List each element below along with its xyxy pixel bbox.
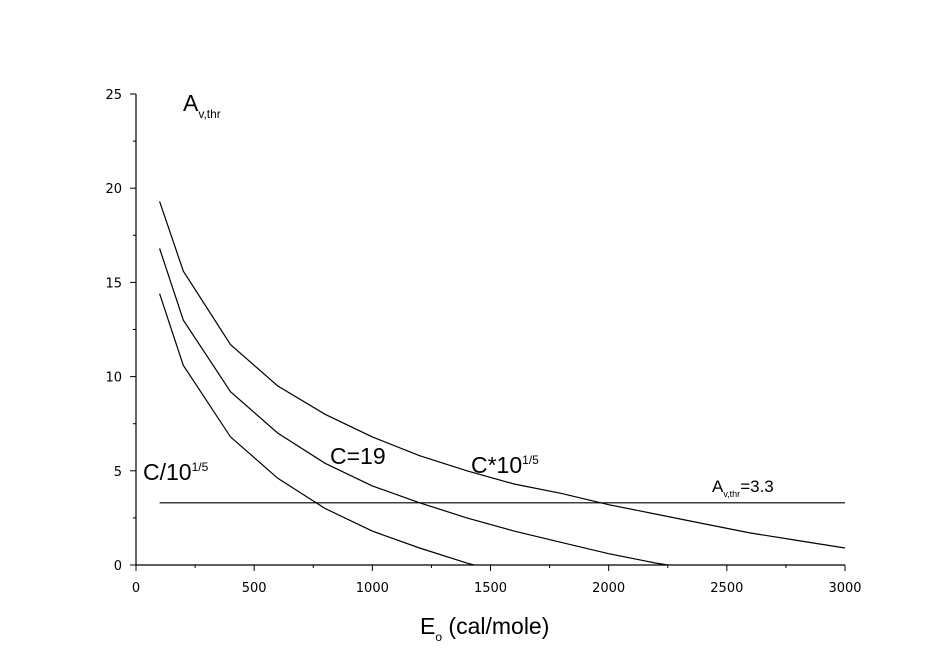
series-group [159,201,846,566]
x-tick-label: 0 [132,581,140,596]
y-tick-label: 5 [114,465,122,480]
series-line-c-mul [159,201,846,549]
ticks: 0 500 1000 1500 2000 2500 3000 0 5 10 15 20 25 [105,88,861,596]
x-tick-label: 1000 [356,581,389,596]
x-tick-label: 2000 [592,581,625,596]
reference-line-label-main: A [712,477,724,496]
series-label-c-mul-sup: 1/5 [522,453,539,467]
y-axis-label-main: A [183,90,199,116]
x-axis-label: Eo (cal/mole) [420,613,549,644]
series-label-c-div-sup: 1/5 [192,460,209,474]
series-label-c19-main: C=19 [330,443,386,469]
reference-line-label-sub: v,thr [723,489,740,499]
series-label-c-mul-main: C*10 [471,452,522,478]
reference-line-label: Av,thr=3.3 [712,477,774,499]
y-tick-label: 10 [105,371,122,386]
reference-line-label-tail: =3.3 [740,477,774,496]
x-axis-label-tail: (cal/mole) [442,613,549,639]
series-label-c19: C=19 [330,443,386,469]
y-axis-label-sub: v,thr [198,107,220,121]
y-axis-label: Av,thr [183,90,221,121]
series-label-c-div-main: C/10 [143,459,192,485]
labels: Av,thr Eo (cal/mole) C/101/5 C=19 C*101/… [143,90,774,644]
y-tick-label: 0 [114,559,122,574]
x-axis-label-main: E [420,613,435,639]
x-tick-label: 500 [242,581,267,596]
x-tick-label: 2500 [710,581,743,596]
series-line-c19 [159,248,668,566]
x-axis-label-sub: o [435,630,442,644]
x-tick-label: 1500 [474,581,507,596]
series-line-c-div [159,293,475,566]
y-tick-label: 15 [105,276,122,291]
series-label-c-mul: C*101/5 [471,452,539,478]
series-label-c-div: C/101/5 [143,459,209,485]
y-tick-label: 20 [105,182,122,197]
y-tick-label: 25 [105,88,122,103]
x-tick-label: 3000 [828,581,861,596]
